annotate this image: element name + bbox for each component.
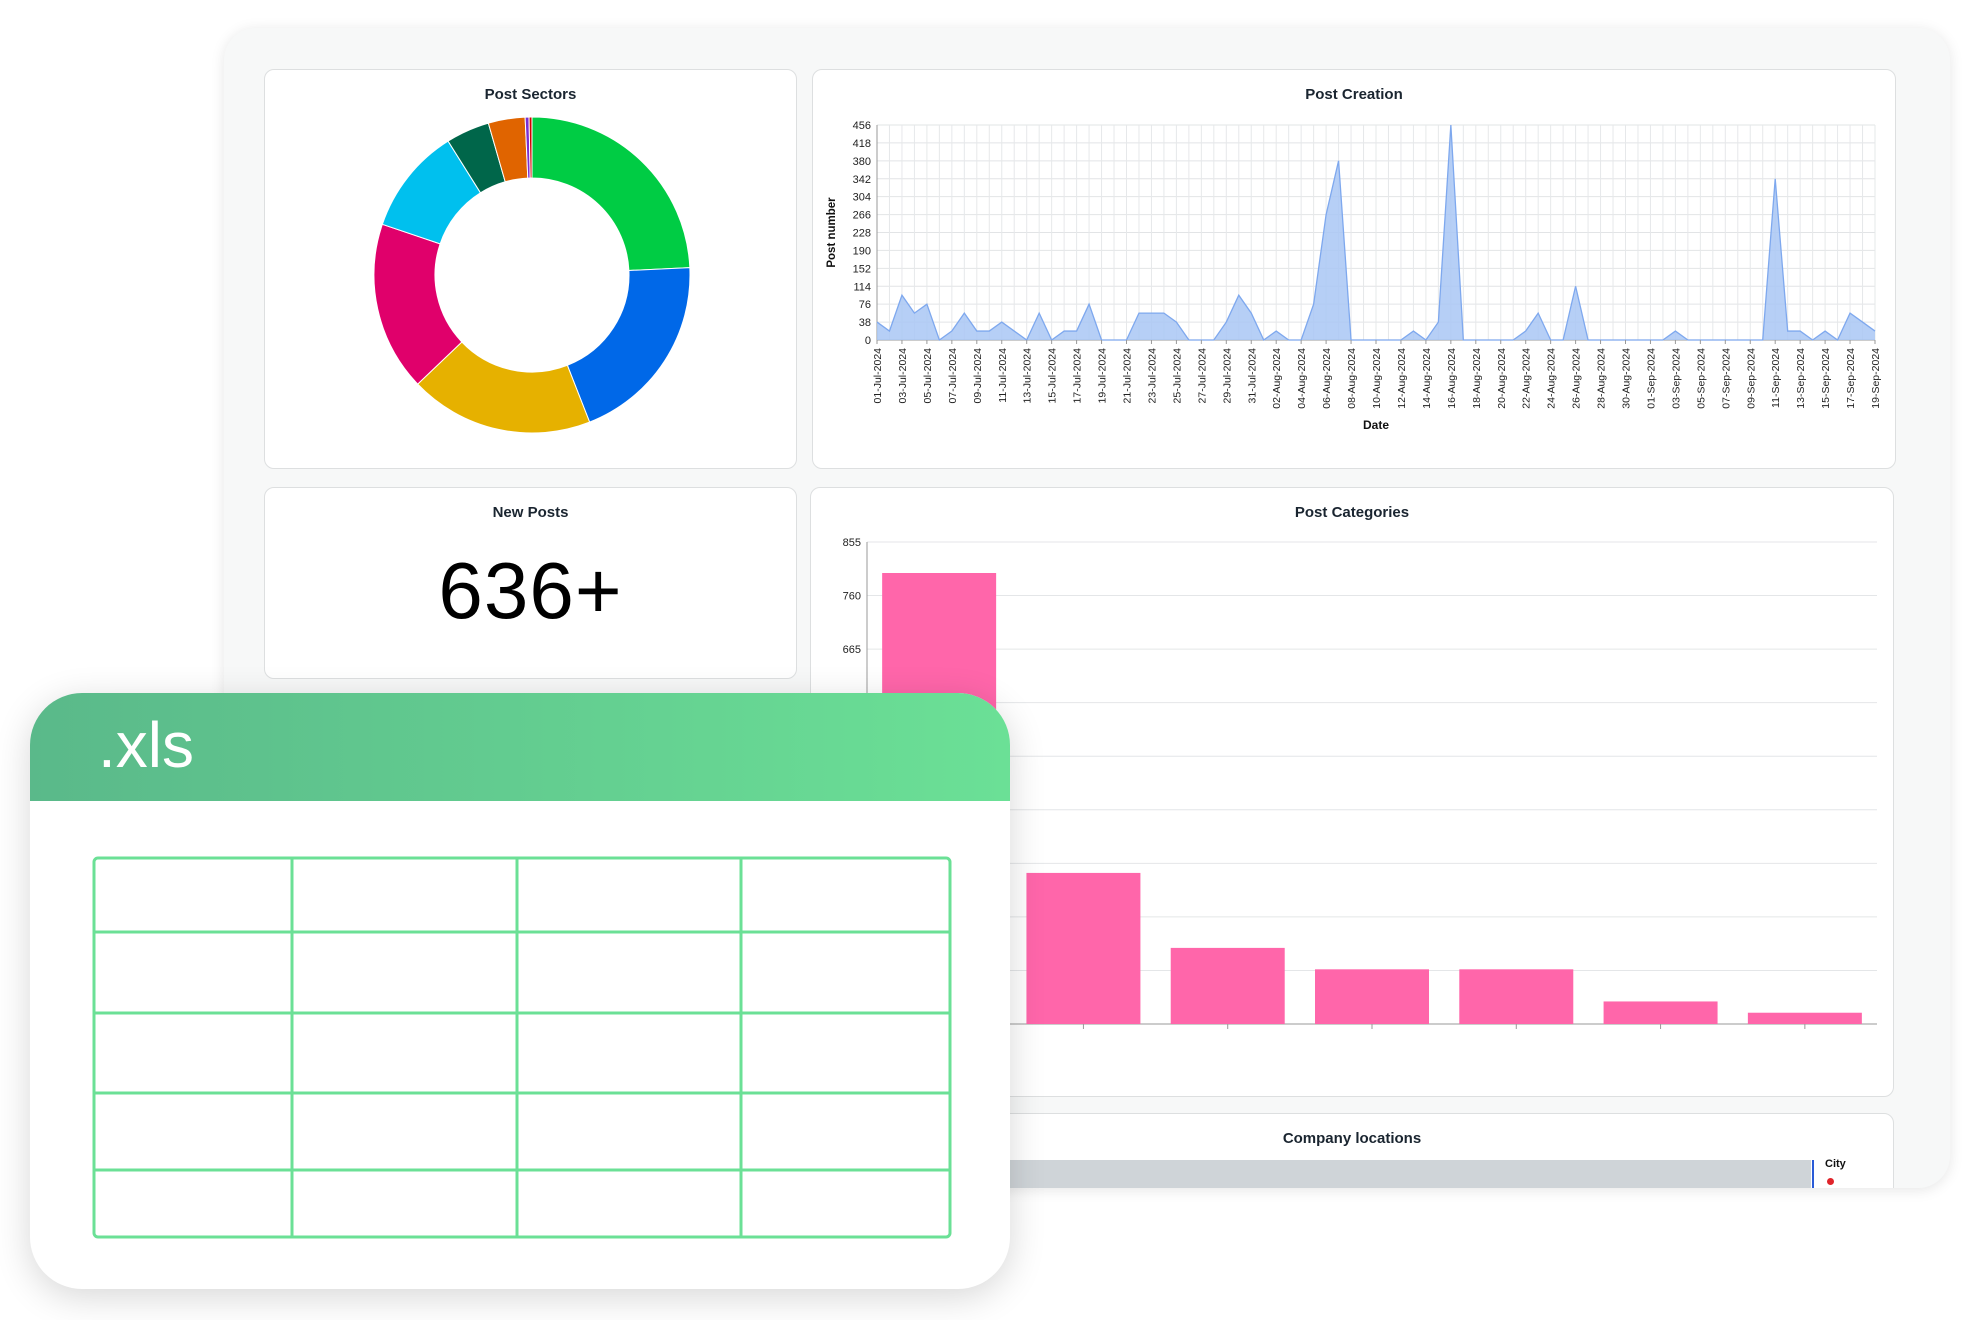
sector-slice-0	[531, 116, 691, 271]
area-x-tick-label: 23-Jul-2024	[1146, 348, 1158, 404]
area-x-tick-label: 15-Jul-2024	[1047, 348, 1059, 404]
category-bar-5	[1603, 1001, 1718, 1024]
area-x-tick-label: 08-Aug-2024	[1346, 348, 1358, 409]
bar-y-tick-label: 760	[843, 591, 861, 603]
area-x-tick-label: 31-Jul-2024	[1246, 348, 1258, 404]
xls-file-header: .xls	[30, 693, 1010, 801]
category-bar-1	[1026, 872, 1141, 1024]
area-x-tick-label: 20-Aug-2024	[1496, 348, 1508, 409]
company-locations-title: Company locations	[1282, 1130, 1422, 1147]
new-posts-card: New Posts 636+	[264, 487, 797, 679]
area-y-tick-label: 304	[853, 192, 871, 204]
map-legend-divider	[1812, 1160, 1814, 1188]
area-y-tick-label: 0	[865, 335, 871, 347]
post-sectors-card: Post Sectors	[264, 69, 797, 469]
area-x-tick-label: 19-Sep-2024	[1870, 348, 1882, 409]
sector-slice-1	[566, 267, 691, 423]
area-x-tick-label: 09-Sep-2024	[1745, 348, 1757, 409]
area-x-tick-label: 16-Aug-2024	[1446, 348, 1458, 409]
area-x-tick-label: 14-Aug-2024	[1421, 348, 1433, 409]
area-x-tick-label: 09-Jul-2024	[972, 348, 984, 404]
category-bar-6	[1747, 1012, 1862, 1024]
map-legend-marker	[1827, 1178, 1834, 1185]
area-x-tick-label: 13-Sep-2024	[1795, 348, 1807, 409]
area-x-tick-label: 04-Aug-2024	[1296, 348, 1308, 409]
post-categories-title: Post Categories	[1294, 504, 1410, 521]
grid-outline	[92, 856, 952, 1239]
area-y-tick-label: 418	[853, 138, 871, 150]
area-x-tick-label: 18-Aug-2024	[1471, 348, 1483, 409]
post-creation-title: Post Creation	[1305, 86, 1403, 103]
area-x-tick-label: 29-Jul-2024	[1221, 348, 1233, 404]
area-x-tick-label: 30-Aug-2024	[1621, 348, 1633, 409]
area-y-tick-label: 228	[853, 228, 871, 240]
area-x-tick-label: 01-Jul-2024	[872, 348, 884, 404]
area-y-tick-label: 266	[853, 210, 871, 222]
area-x-tick-label: 19-Jul-2024	[1097, 348, 1109, 404]
area-x-tick-label: 10-Aug-2024	[1371, 348, 1383, 409]
post-sectors-donut-chart	[373, 116, 691, 434]
area-x-tick-label: 03-Jul-2024	[897, 348, 909, 404]
area-x-tick-label: 07-Jul-2024	[947, 348, 959, 404]
area-x-tick-label: 05-Sep-2024	[1695, 348, 1707, 409]
area-x-tick-label: 11-Sep-2024	[1770, 348, 1782, 408]
area-x-tick-label: 27-Jul-2024	[1196, 348, 1208, 404]
bar-y-tick-label: 855	[843, 537, 861, 549]
area-y-tick-label: 456	[853, 120, 871, 132]
category-bar-3	[1315, 969, 1429, 1024]
area-y-tick-label: 76	[859, 299, 871, 311]
area-x-tick-label: 26-Aug-2024	[1571, 348, 1583, 409]
area-x-tick-label: 22-Aug-2024	[1521, 348, 1533, 409]
category-bar-4	[1459, 969, 1574, 1024]
area-x-tick-label: 12-Aug-2024	[1396, 348, 1408, 409]
area-x-tick-label: 01-Sep-2024	[1645, 348, 1657, 409]
area-x-tick-label: 06-Aug-2024	[1321, 348, 1333, 409]
area-y-tick-label: 342	[853, 174, 871, 186]
area-y-tick-label: 38	[859, 317, 871, 329]
post-sectors-title: Post Sectors	[484, 86, 577, 103]
area-x-tick-label: 03-Sep-2024	[1670, 348, 1682, 409]
area-x-tick-label: 15-Sep-2024	[1820, 348, 1832, 409]
new-posts-title: New Posts	[492, 504, 569, 521]
area-y-tick-label: 152	[853, 263, 871, 275]
area-y-tick-label: 190	[853, 245, 871, 257]
xls-file-card: .xls	[30, 693, 1010, 1289]
area-y-axis-title: Post number	[826, 197, 838, 268]
xls-file-extension: .xls	[98, 709, 194, 781]
area-x-axis-title: Date	[1363, 418, 1389, 432]
map-legend-title: City	[1825, 1158, 1846, 1170]
bar-y-tick-label: 665	[843, 644, 861, 656]
area-x-tick-label: 21-Jul-2024	[1122, 348, 1134, 404]
area-x-tick-label: 13-Jul-2024	[1022, 348, 1034, 404]
sector-slice-8	[528, 116, 533, 179]
new-posts-count: 636+	[438, 546, 623, 635]
area-x-tick-label: 25-Jul-2024	[1171, 348, 1183, 404]
area-x-tick-label: 17-Sep-2024	[1845, 348, 1857, 409]
area-x-tick-label: 11-Jul-2024	[997, 348, 1009, 403]
area-series-fill	[877, 125, 1875, 340]
spreadsheet-grid-icon	[92, 856, 952, 1239]
area-x-tick-label: 02-Aug-2024	[1271, 348, 1283, 409]
category-bar-2	[1170, 947, 1285, 1024]
post-creation-area-chart: 0 38 76 114 152 190 228 266 304 342 380 418 456 01-Ju…	[826, 120, 1882, 432]
area-y-tick-label: 114	[853, 281, 871, 293]
area-y-tick-label: 380	[853, 156, 871, 168]
area-x-tick-label: 07-Sep-2024	[1720, 348, 1732, 409]
area-x-tick-label: 24-Aug-2024	[1546, 348, 1558, 409]
area-x-tick-label: 05-Jul-2024	[922, 348, 934, 404]
area-x-tick-label: 28-Aug-2024	[1596, 348, 1608, 409]
area-x-tick-label: 17-Jul-2024	[1072, 348, 1084, 404]
post-creation-card: Post Creation 0 38 76 114 152 190 228 266 304 342…	[812, 69, 1896, 469]
